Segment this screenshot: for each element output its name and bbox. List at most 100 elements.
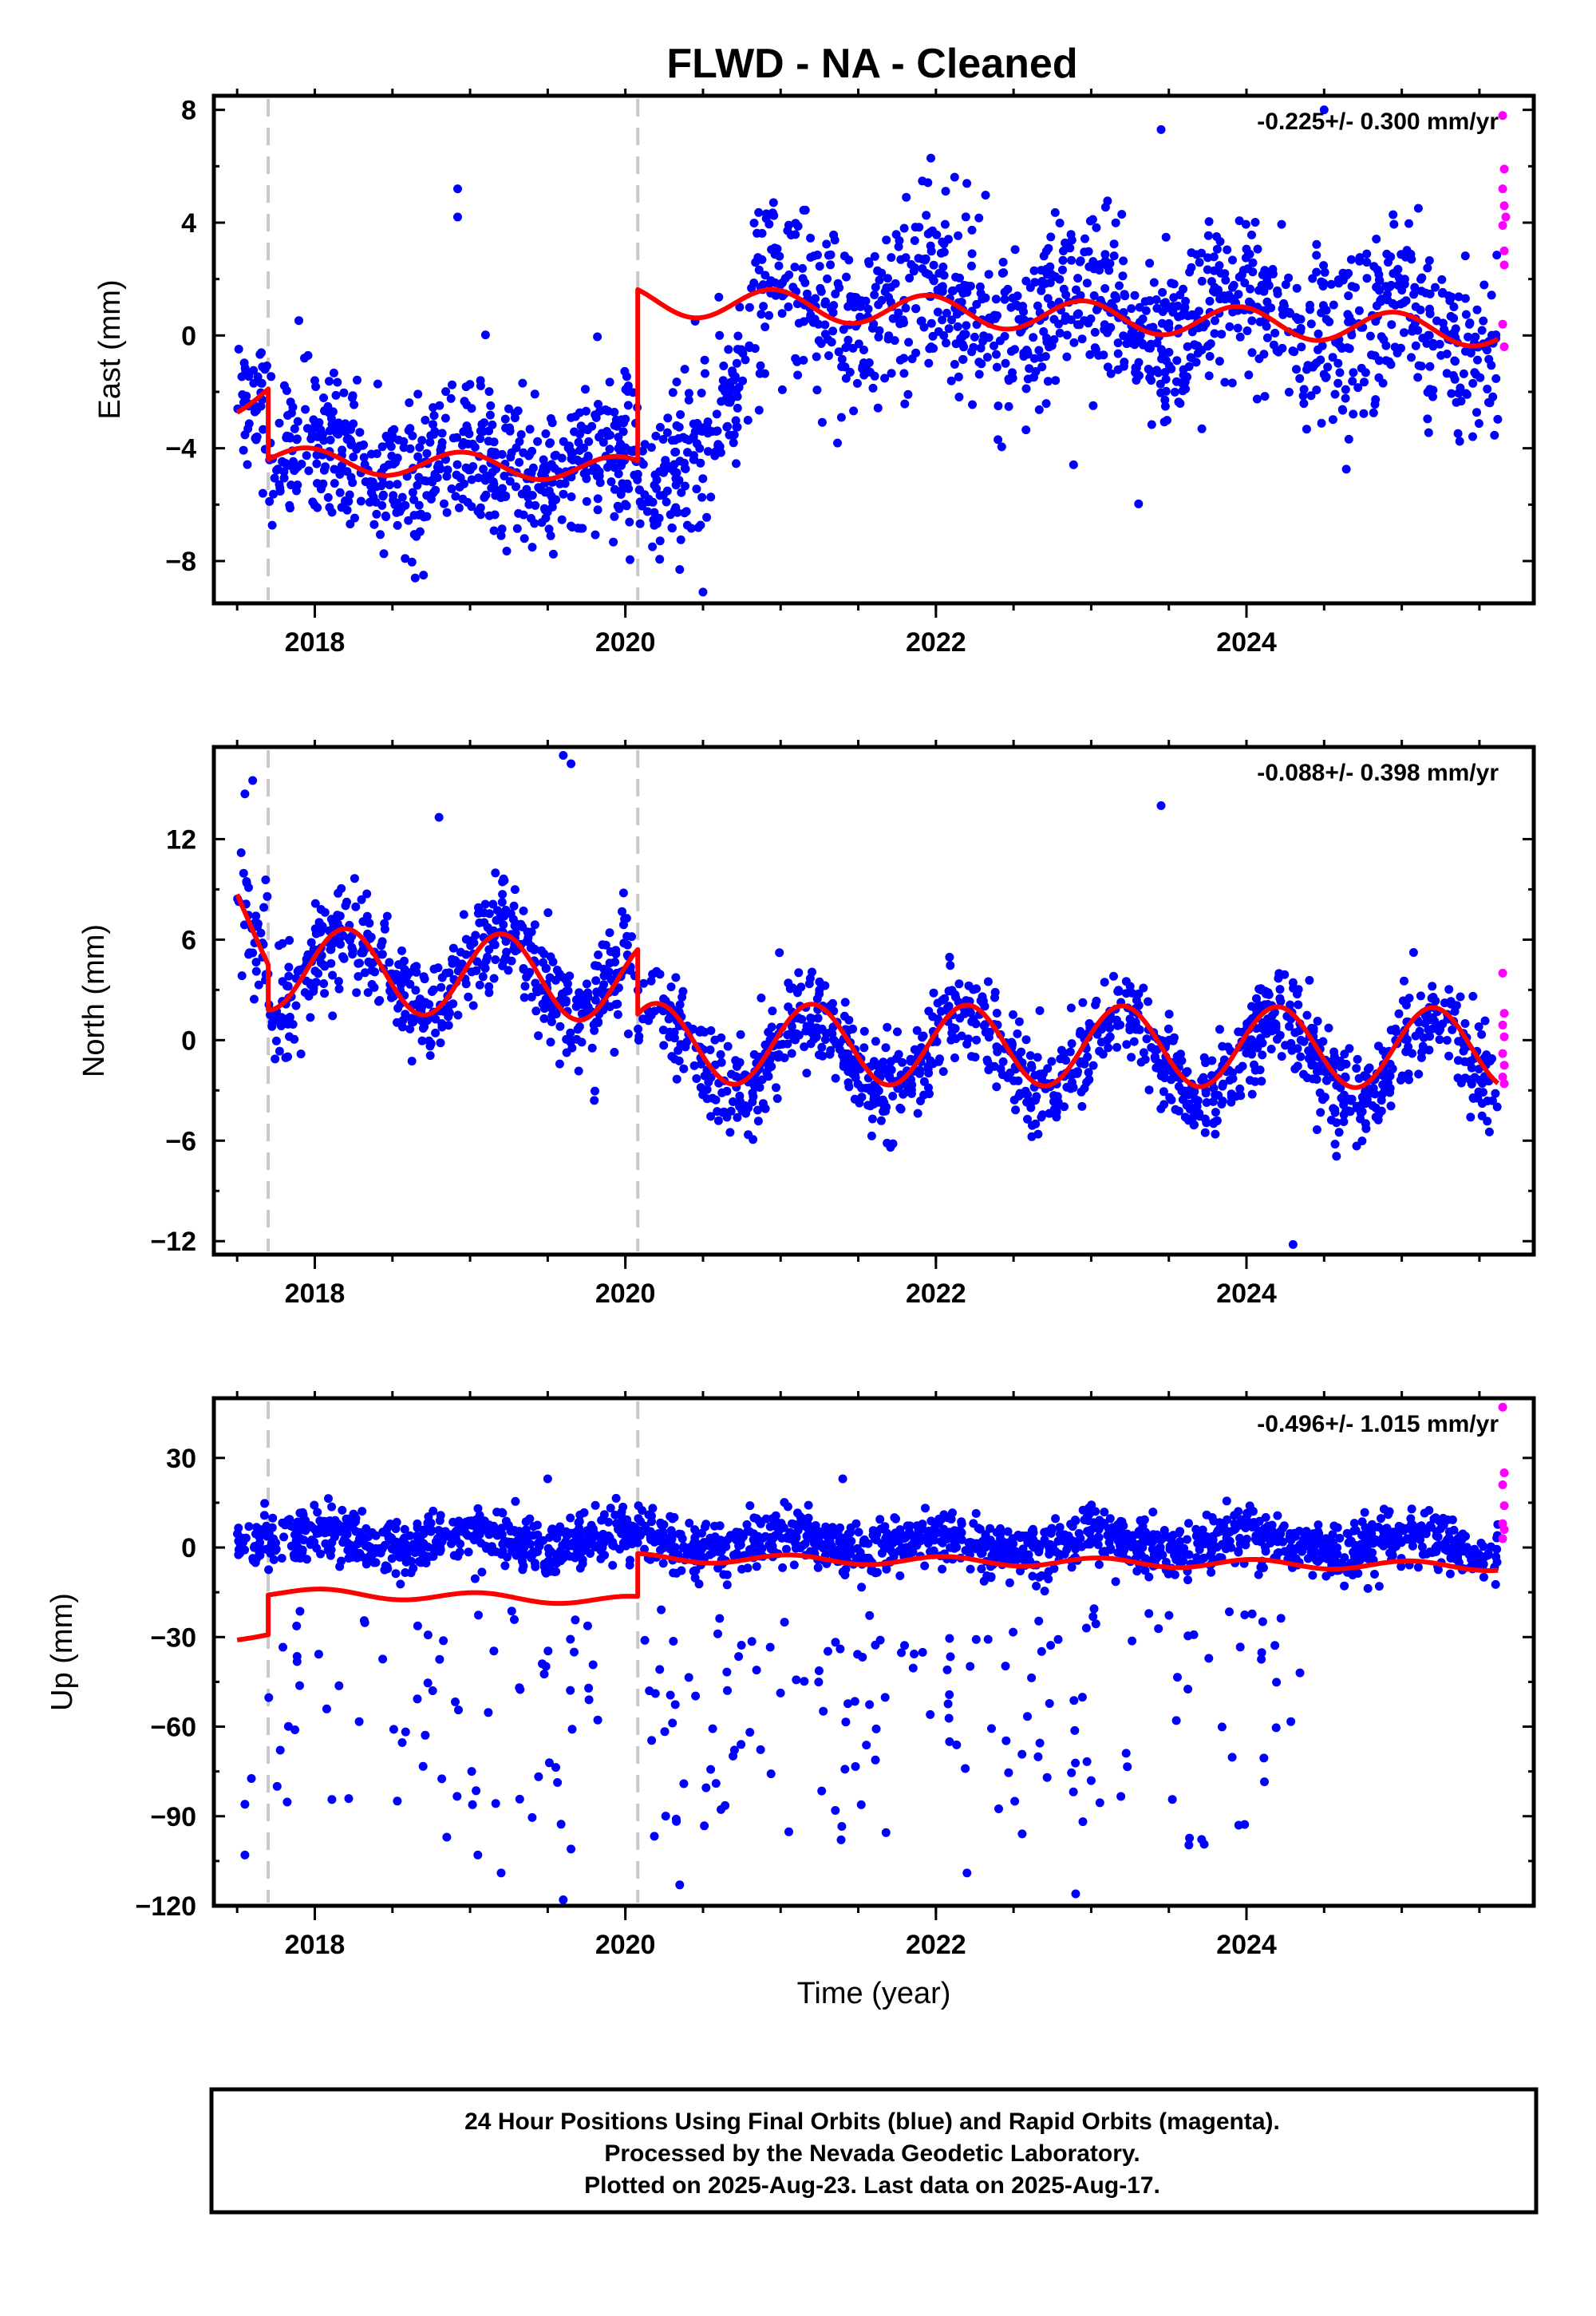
data-point (1185, 267, 1195, 277)
data-point (1456, 1078, 1466, 1088)
data-point (855, 302, 865, 311)
data-point (675, 1000, 685, 1010)
data-point (873, 1069, 883, 1078)
data-point (1202, 1098, 1211, 1107)
data-point (1422, 338, 1432, 348)
data-point (1092, 223, 1101, 232)
data-point (426, 1039, 436, 1049)
data-point (1407, 353, 1416, 362)
data-point (809, 1034, 819, 1044)
data-point (1394, 1009, 1404, 1018)
data-point (969, 342, 978, 352)
data-point (677, 488, 686, 497)
data-point (1191, 1105, 1200, 1115)
data-point (294, 316, 303, 326)
data-point (1037, 1074, 1046, 1084)
data-point (1088, 1061, 1098, 1070)
data-point (1248, 258, 1258, 267)
data-point (250, 994, 259, 1004)
data-point (1411, 302, 1420, 311)
data-point (806, 233, 816, 243)
data-point (1000, 287, 1009, 297)
data-point (1275, 985, 1285, 994)
data-point (583, 451, 593, 460)
data-point (267, 1022, 277, 1031)
data-point (1028, 1571, 1037, 1581)
data-point (509, 901, 519, 911)
data-point (1338, 405, 1348, 415)
data-point (1045, 262, 1055, 271)
data-point (800, 205, 810, 215)
data-point (651, 431, 661, 441)
data-point (655, 970, 665, 979)
data-point (312, 459, 322, 468)
data-point (981, 191, 990, 200)
data-point (938, 995, 947, 1005)
data-point (599, 964, 609, 974)
data-point (1203, 231, 1213, 240)
data-point (1075, 257, 1084, 267)
data-point (741, 355, 750, 365)
data-point (520, 982, 530, 991)
data-point (921, 254, 930, 263)
data-point (310, 966, 320, 976)
data-point (1015, 1089, 1025, 1098)
data-point (869, 1100, 879, 1109)
data-point (967, 225, 977, 235)
y-tick-label: −12 (150, 1227, 196, 1257)
data-point (876, 1116, 886, 1125)
data-point (648, 497, 658, 507)
data-point (655, 555, 665, 564)
data-point (689, 1025, 698, 1034)
data-point (1026, 1061, 1036, 1070)
data-point (362, 889, 372, 899)
data-point (1105, 1514, 1115, 1524)
data-point (715, 330, 725, 340)
data-point (1349, 368, 1358, 377)
data-point (852, 378, 862, 388)
data-point (237, 971, 247, 981)
data-point (1243, 1041, 1253, 1050)
data-point (327, 1502, 337, 1512)
data-point (548, 957, 558, 966)
data-point (655, 422, 665, 432)
data-point (716, 1049, 725, 1059)
data-point (1110, 290, 1120, 300)
data-point (360, 460, 369, 469)
data-point (939, 247, 949, 257)
data-point (249, 366, 259, 375)
data-point (1294, 1000, 1303, 1010)
data-point (608, 1560, 618, 1570)
data-point (757, 994, 766, 1002)
data-point (855, 1098, 864, 1108)
data-point (938, 1564, 947, 1574)
data-point (756, 361, 765, 370)
rapid-point (1498, 1020, 1507, 1030)
data-point (753, 1077, 762, 1085)
data-point (1227, 1089, 1236, 1099)
data-point (498, 961, 508, 970)
data-point (723, 1041, 733, 1051)
data-point (566, 1513, 575, 1523)
data-point (848, 1024, 858, 1034)
data-point (1308, 1074, 1317, 1084)
data-point (1337, 1093, 1346, 1103)
data-point (744, 1103, 753, 1113)
data-point (1255, 317, 1265, 326)
data-point (1256, 986, 1266, 994)
data-point (1384, 258, 1393, 267)
data-point (277, 1554, 286, 1563)
data-point (758, 280, 768, 290)
data-point (1161, 1558, 1171, 1567)
data-point (1312, 385, 1321, 395)
data-point (1258, 1050, 1267, 1060)
data-point (625, 517, 634, 527)
data-point (904, 338, 914, 347)
data-point (800, 1042, 809, 1052)
data-point (816, 287, 826, 296)
data-point (391, 1524, 401, 1533)
x-tick-label: 2018 (285, 1279, 346, 1309)
data-point (425, 1051, 435, 1061)
data-point (1172, 356, 1182, 366)
data-point (1210, 329, 1219, 338)
